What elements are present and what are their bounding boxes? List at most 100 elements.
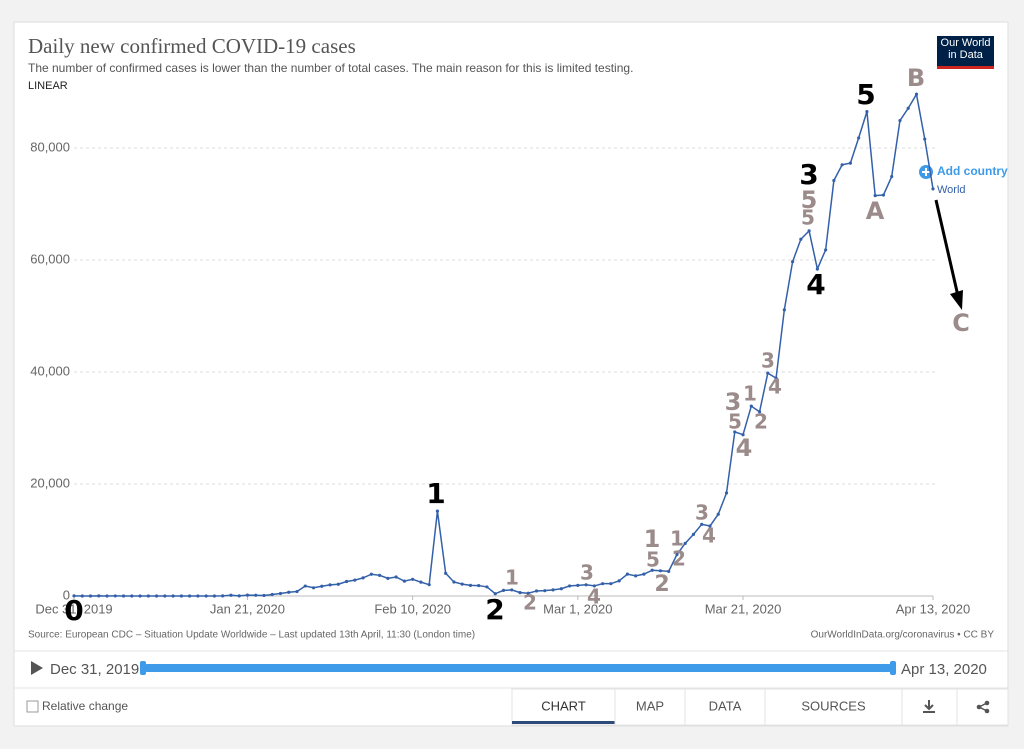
- data-point: [617, 579, 621, 583]
- logo[interactable]: [937, 36, 994, 68]
- data-point: [336, 582, 340, 586]
- data-point: [799, 237, 803, 241]
- share-button[interactable]: [956, 688, 1009, 726]
- data-point: [526, 591, 530, 595]
- data-point: [733, 430, 737, 434]
- data-point: [865, 110, 869, 114]
- data-point: [716, 512, 720, 516]
- data-point: [543, 589, 547, 593]
- data-point: [923, 137, 927, 141]
- data-point: [485, 585, 489, 589]
- data-point: [361, 576, 365, 580]
- data-point: [262, 593, 266, 598]
- data-point: [559, 587, 563, 591]
- data-point: [295, 589, 299, 594]
- timeline-bar[interactable]: [143, 664, 893, 672]
- data-point: [163, 594, 167, 598]
- relative-change-label[interactable]: Relative change: [42, 699, 128, 713]
- timeline-handle-start[interactable]: [140, 661, 146, 675]
- data-point: [501, 588, 506, 593]
- data-point: [782, 308, 786, 312]
- data-point: [567, 584, 572, 588]
- data-point: [815, 267, 819, 271]
- data-point: [601, 582, 605, 586]
- annotation: 3: [695, 501, 709, 525]
- data-point: [435, 509, 440, 513]
- data-point: [576, 583, 580, 587]
- data-point: [873, 194, 877, 198]
- data-point: [179, 594, 183, 598]
- data-point: [551, 588, 555, 592]
- relative-change-checkbox[interactable]: [26, 700, 39, 713]
- data-point: [675, 552, 679, 557]
- data-point: [254, 593, 258, 597]
- data-point: [411, 577, 415, 581]
- data-point: [452, 580, 456, 584]
- annotation: 2: [485, 593, 504, 626]
- tab[interactable]: [511, 688, 616, 726]
- y-tick-label: 80,000: [30, 139, 70, 154]
- data-point: [212, 594, 217, 598]
- tab-label[interactable]: SOURCES: [801, 698, 866, 713]
- data-point: [609, 582, 613, 586]
- annotation: B: [907, 64, 925, 92]
- data-point: [700, 522, 704, 526]
- y-tick-label: 20,000: [30, 475, 70, 490]
- data-point: [188, 594, 192, 598]
- timeline-handle-end[interactable]: [890, 661, 896, 675]
- data-point: [881, 193, 886, 197]
- x-tick-label: Mar 21, 2020: [705, 601, 782, 616]
- add-country[interactable]: Add country: [937, 164, 1008, 178]
- annotation-arrowhead: [950, 290, 963, 310]
- annotation: 0: [64, 594, 83, 627]
- source-note: Source: European CDC – Situation Update …: [28, 630, 475, 641]
- annotation: 4: [768, 375, 782, 399]
- data-point: [683, 541, 687, 545]
- play-button[interactable]: [31, 661, 43, 675]
- data-point: [790, 260, 795, 264]
- tab[interactable]: [684, 688, 766, 726]
- chart-title: Daily new confirmed COVID-19 cases: [28, 34, 356, 58]
- data-point: [278, 591, 283, 596]
- annotation: 4: [736, 434, 753, 462]
- data-point: [353, 578, 357, 582]
- tab-active-underline: [512, 721, 615, 724]
- x-tick-label: Dec 31, 2019: [35, 601, 112, 616]
- data-point: [741, 433, 745, 437]
- add-country-plus: [922, 168, 930, 176]
- x-tick-label: Apr 13, 2020: [896, 601, 970, 616]
- data-point: [419, 580, 423, 584]
- data-point: [840, 163, 844, 167]
- logo-text: Our World in Data: [940, 37, 991, 61]
- data-point: [931, 187, 935, 191]
- scale-toggle[interactable]: LINEAR: [28, 80, 68, 92]
- annotation: 4: [702, 524, 716, 548]
- data-point: [204, 594, 208, 598]
- tab-label[interactable]: DATA: [709, 698, 742, 713]
- tab-label[interactable]: MAP: [636, 698, 664, 713]
- data-point: [237, 594, 241, 598]
- data-point: [658, 569, 663, 573]
- download-icon: [923, 700, 935, 713]
- data-point: [303, 584, 307, 588]
- credit[interactable]: OurWorldInData.org/coronavirus • CC BY: [811, 630, 995, 641]
- data-point: [493, 592, 497, 596]
- data-point: [848, 161, 853, 165]
- data-point: [518, 591, 522, 595]
- annotation: 5: [801, 186, 818, 214]
- annotation-arrow: [934, 199, 960, 297]
- tab-label[interactable]: CHART: [541, 698, 586, 713]
- card: [13, 21, 1009, 727]
- y-tick-label: 60,000: [30, 251, 70, 266]
- data-point: [72, 594, 76, 598]
- data-point: [642, 572, 646, 576]
- data-point: [402, 579, 406, 583]
- data-point: [650, 568, 654, 572]
- data-point: [584, 583, 588, 587]
- annotation: 3: [799, 158, 818, 191]
- data-point: [625, 572, 629, 576]
- annotation: 2: [654, 572, 669, 597]
- tab[interactable]: [614, 688, 686, 726]
- data-point: [394, 575, 398, 579]
